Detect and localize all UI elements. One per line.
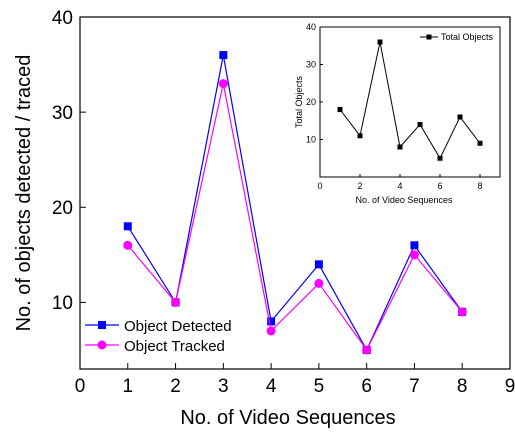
x-tick-label: 4	[266, 376, 277, 397]
x-tick-label: 5	[314, 376, 325, 397]
x-tick-label: 9	[505, 376, 515, 397]
x-tick-label: 2	[170, 376, 181, 397]
data-point	[123, 222, 132, 231]
inset-series-group	[337, 39, 483, 161]
legend-label-detected: Object Detected	[124, 318, 232, 335]
data-point	[409, 250, 419, 260]
x-tick-label: 8	[457, 376, 468, 397]
inset-chart: 0 2 4 6 8 10 20 30 40 No. of Video Sequences To…	[294, 22, 501, 205]
main-x-axis-label: No. of Video Sequences	[180, 407, 395, 429]
inset-plot-frame	[319, 26, 501, 178]
inset-y-axis-label: Total Objects	[294, 75, 304, 128]
y-tick-label: 40	[52, 8, 73, 29]
x-tick-label: 8	[477, 181, 482, 191]
data-point	[477, 140, 483, 146]
x-tick-label: 3	[218, 376, 229, 397]
main-x-axis-ticks: 0 1 2 3 4 5 6 7 8 9	[75, 363, 515, 397]
data-point	[266, 326, 276, 336]
y-tick-label: 30	[52, 103, 73, 124]
main-y-axis-label: No. of objects detected / traced	[13, 55, 35, 332]
series-line-0	[339, 41, 481, 160]
data-point	[457, 307, 467, 317]
data-point	[377, 39, 383, 45]
inset-legend-marker	[426, 34, 432, 40]
legend-marker-tracked	[97, 340, 107, 350]
data-point	[410, 241, 419, 250]
x-tick-label: 6	[361, 376, 372, 397]
data-point	[123, 240, 133, 250]
y-tick-label: 20	[306, 97, 316, 107]
x-tick-label: 7	[409, 376, 420, 397]
inset-y-axis-ticks: 10 20 30 40	[306, 22, 323, 145]
series-line-0	[127, 54, 463, 352]
y-tick-label: 10	[306, 135, 316, 145]
legend-marker-detected	[98, 321, 106, 329]
data-point	[314, 278, 324, 288]
inset-x-axis-ticks: 0 2 4 6 8	[317, 174, 483, 191]
data-point	[219, 51, 228, 60]
main-y-axis-ticks: 10 20 30 40	[52, 8, 86, 314]
main-series-group	[123, 51, 467, 355]
y-tick-label: 20	[52, 198, 73, 219]
x-tick-label: 1	[122, 376, 133, 397]
x-tick-label: 0	[317, 181, 322, 191]
data-point	[437, 155, 443, 161]
data-point	[357, 133, 363, 139]
main-plot-frame	[79, 16, 511, 370]
data-point	[337, 107, 343, 112]
y-tick-label: 10	[52, 293, 73, 314]
legend-label-tracked: Object Tracked	[124, 338, 225, 355]
inset-legend-label: Total Objects	[441, 32, 494, 42]
data-point	[218, 79, 228, 89]
x-tick-label: 2	[357, 181, 362, 191]
y-tick-label: 30	[306, 60, 316, 70]
data-point	[314, 260, 323, 269]
y-tick-label: 40	[306, 22, 316, 32]
data-point	[457, 114, 463, 120]
data-point	[417, 122, 423, 127]
data-point	[267, 317, 276, 326]
data-point	[362, 345, 372, 355]
x-tick-label: 4	[397, 181, 402, 191]
series-line-1	[127, 83, 463, 352]
inset-legend: Total Objects	[420, 32, 494, 42]
x-tick-label: 6	[437, 181, 442, 191]
x-tick-label: 0	[75, 376, 86, 397]
data-point	[171, 297, 181, 307]
data-point	[397, 144, 403, 150]
inset-x-axis-label: No. of Video Sequences	[356, 195, 453, 205]
main-legend: Object Detected Object Tracked	[85, 318, 232, 355]
